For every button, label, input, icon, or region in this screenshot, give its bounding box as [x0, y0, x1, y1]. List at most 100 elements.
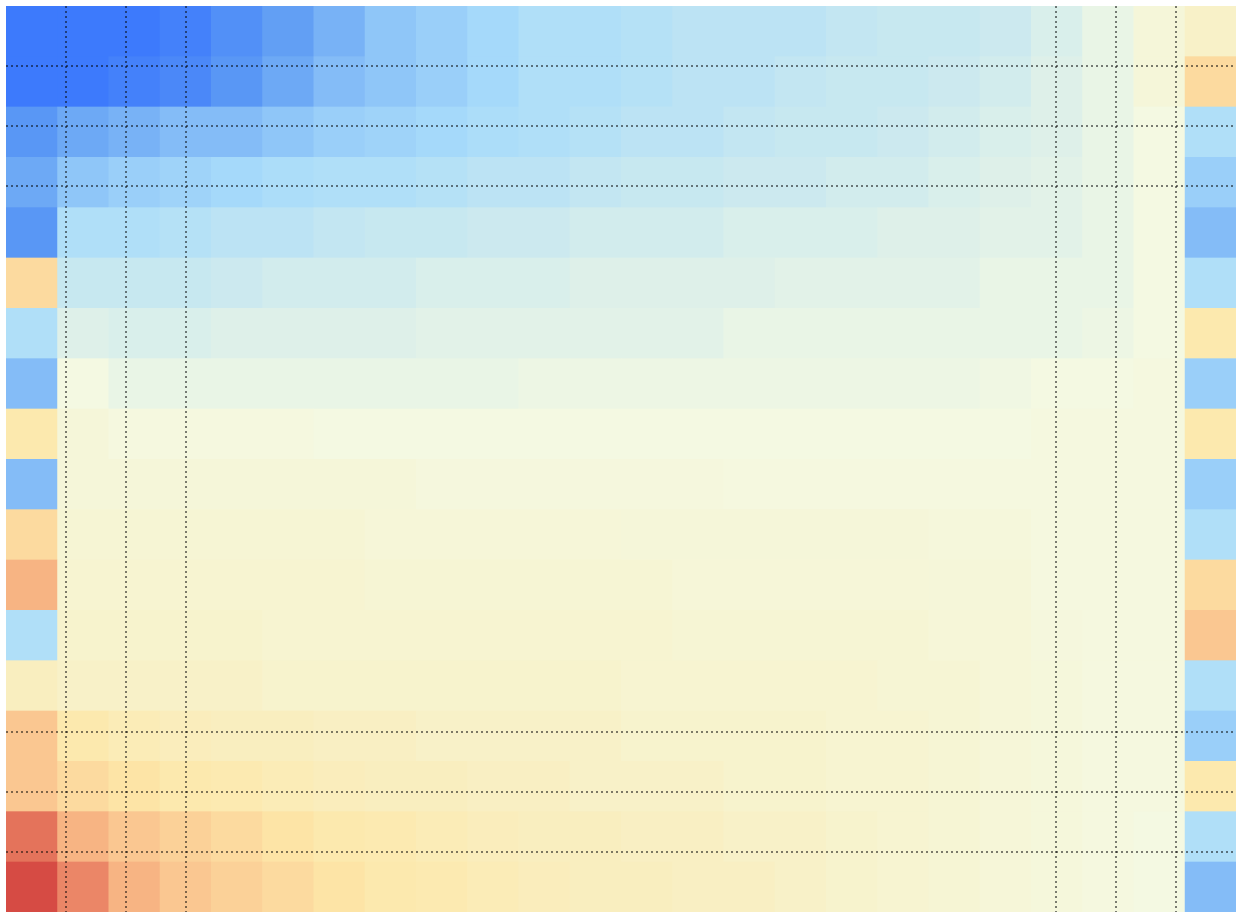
heatmap-cell — [774, 710, 827, 762]
heatmap-cell — [1184, 610, 1236, 661]
heatmap-cell — [1184, 861, 1236, 912]
heatmap-cell — [364, 459, 417, 510]
heatmap-cell — [569, 106, 622, 158]
heatmap-cell — [877, 559, 929, 611]
heatmap-cell — [262, 358, 314, 410]
heatmap-cell — [467, 106, 519, 158]
heatmap-cell — [57, 106, 109, 158]
heatmap-cell — [416, 308, 468, 359]
heatmap-cell — [57, 610, 109, 661]
heatmap-cell — [416, 710, 468, 762]
heatmap-cell — [672, 710, 724, 762]
heatmap-cell — [877, 308, 929, 359]
heatmap-cell — [928, 660, 981, 712]
heatmap-cell — [1082, 207, 1134, 259]
heatmap-cell — [211, 761, 263, 812]
heatmap-cell — [826, 811, 878, 863]
heatmap-cell — [364, 710, 417, 762]
heatmap-cell — [1133, 610, 1186, 661]
heatmap-cell — [211, 358, 263, 410]
heatmap-cell — [262, 459, 314, 510]
heatmap-cell — [1031, 761, 1083, 812]
heatmap-cell — [262, 308, 314, 359]
heatmap-cell — [467, 559, 519, 611]
heatmap-cell — [1082, 509, 1134, 561]
heatmap-cell — [262, 660, 314, 712]
heatmap-cell — [621, 6, 673, 57]
heatmap-cell — [313, 6, 366, 57]
heatmap-cell — [877, 710, 929, 762]
heatmap-cell — [1184, 257, 1236, 309]
heatmap-cell — [569, 509, 622, 561]
heatmap-cell — [1184, 660, 1236, 712]
heatmap-cell — [826, 761, 878, 812]
heatmap-cell — [1133, 710, 1186, 762]
heatmap-cell — [211, 157, 263, 208]
heatmap-cell — [518, 6, 571, 57]
heatmap-cell — [979, 106, 1032, 158]
heatmap-cell — [159, 257, 212, 309]
heatmap-cell — [108, 257, 161, 309]
heatmap-cell — [467, 257, 519, 309]
heatmap-cell — [416, 106, 468, 158]
heatmap-cell — [723, 610, 776, 661]
heatmap-cell — [6, 408, 58, 460]
heatmap-cell — [313, 358, 366, 410]
heatmap-cell — [1031, 660, 1083, 712]
heatmap-cell — [211, 308, 263, 359]
heatmap-cell — [108, 358, 161, 410]
heatmap-cell — [467, 56, 519, 108]
heatmap-cell — [416, 207, 468, 259]
heatmap-cell — [569, 308, 622, 359]
heatmap-cell — [928, 106, 981, 158]
heatmap-cell — [1031, 157, 1083, 208]
heatmap-cell — [416, 358, 468, 410]
heatmap-cell — [467, 157, 519, 208]
heatmap-cell — [979, 509, 1032, 561]
heatmap-cell — [877, 207, 929, 259]
heatmap-cell — [313, 308, 366, 359]
heatmap-cell — [6, 660, 58, 712]
heatmap-cell — [313, 56, 366, 108]
heatmap-cell — [877, 811, 929, 863]
heatmap-cell — [774, 509, 827, 561]
heatmap-cell — [108, 6, 161, 57]
heatmap-cell — [1031, 861, 1083, 912]
heatmap-cell — [979, 811, 1032, 863]
heatmap-cell — [1133, 56, 1186, 108]
heatmap-cell — [826, 459, 878, 510]
heatmap-cell — [774, 257, 827, 309]
heatmap-cell — [364, 6, 417, 57]
heatmap-cell — [211, 861, 263, 912]
heatmap-cell — [672, 761, 724, 812]
heatmap-cell — [826, 157, 878, 208]
heatmap-cell — [928, 308, 981, 359]
heatmap-cell — [518, 710, 571, 762]
heatmap-cell — [6, 106, 58, 158]
heatmap-cell — [1133, 106, 1186, 158]
heatmap-cell — [723, 660, 776, 712]
heatmap-cell — [262, 157, 314, 208]
heatmap-cell — [672, 257, 724, 309]
heatmap-cell — [364, 106, 417, 158]
heatmap-cell — [364, 559, 417, 611]
heatmap-cell — [57, 6, 109, 57]
heatmap-cell — [518, 811, 571, 863]
heatmap-cell — [569, 710, 622, 762]
heatmap-cell — [416, 660, 468, 712]
heatmap-cell — [826, 710, 878, 762]
heatmap-cell — [621, 861, 673, 912]
heatmap-cell — [877, 257, 929, 309]
heatmap-cell — [1133, 761, 1186, 812]
heatmap-cell — [979, 710, 1032, 762]
heatmap-cell — [877, 761, 929, 812]
heatmap-cell — [1082, 660, 1134, 712]
heatmap-cell — [569, 207, 622, 259]
heatmap-cell — [364, 861, 417, 912]
heatmap-cell — [262, 106, 314, 158]
heatmap-cell — [6, 6, 58, 57]
heatmap-cell — [6, 509, 58, 561]
heatmap-cell — [108, 207, 161, 259]
heatmap-cell — [877, 157, 929, 208]
heatmap-cell — [416, 811, 468, 863]
